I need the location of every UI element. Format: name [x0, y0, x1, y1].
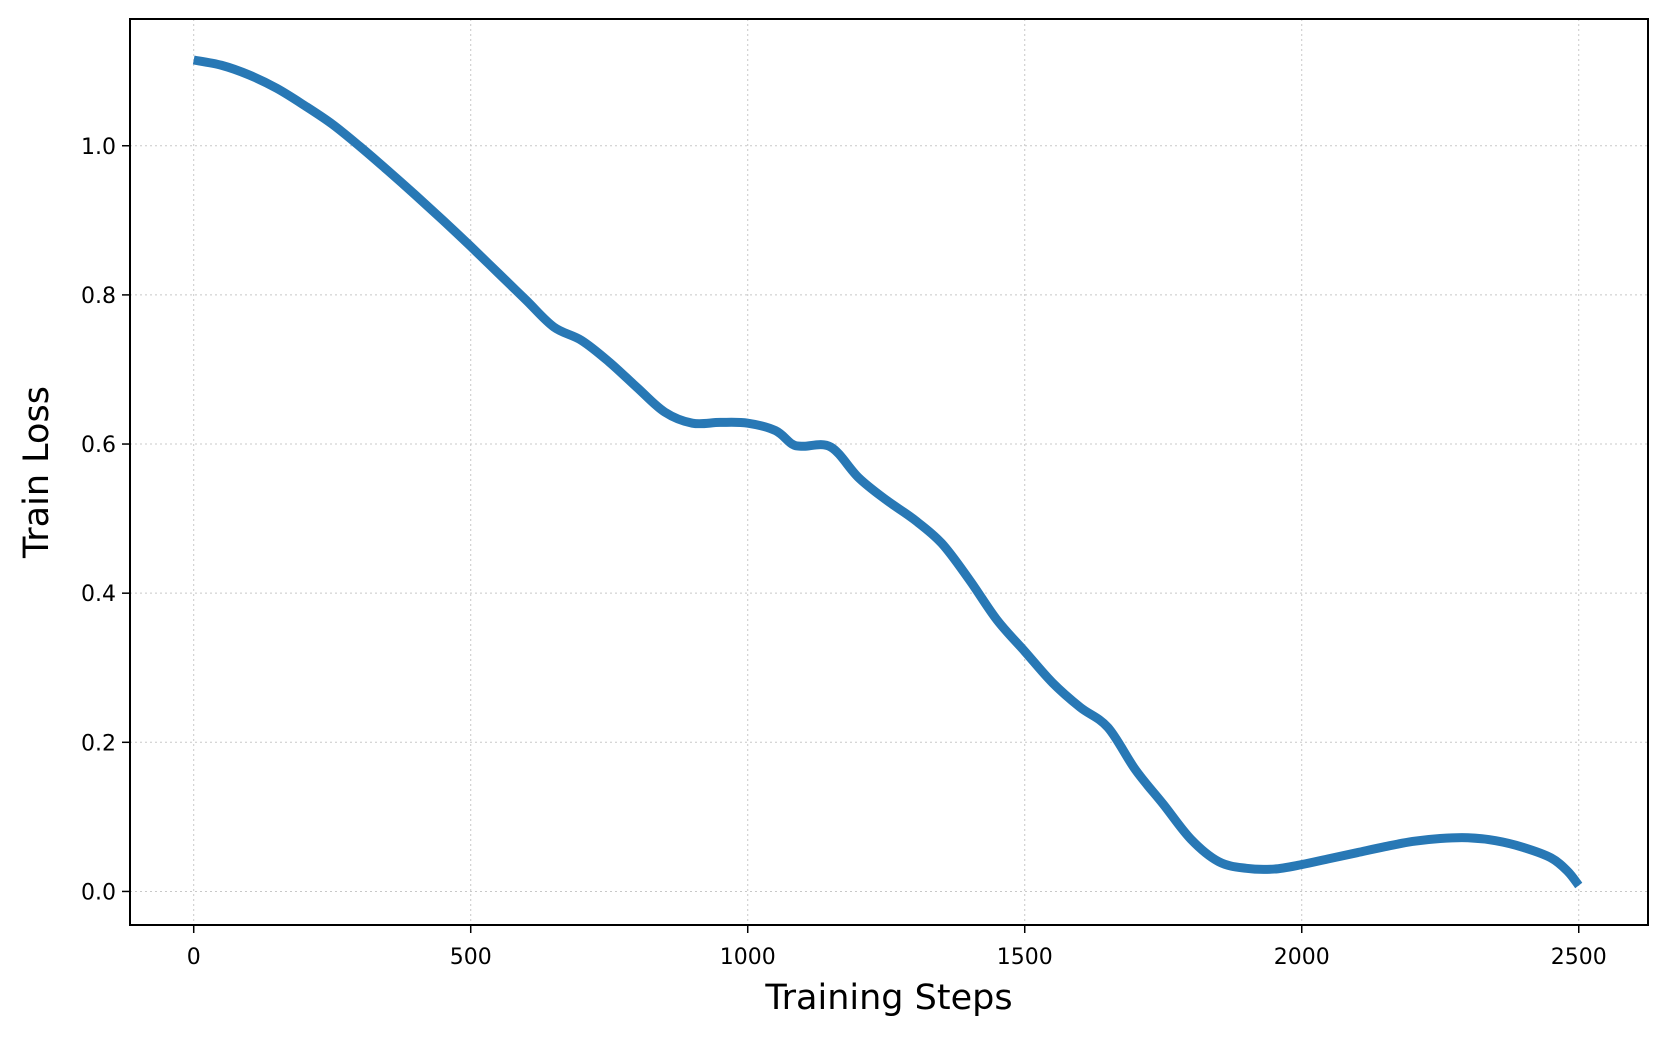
- grid-lines: [130, 19, 1648, 925]
- series-layer: [192, 55, 1583, 889]
- y-tick-label: 0.0: [81, 880, 116, 905]
- x-tick-label: 500: [450, 945, 492, 970]
- y-tick-label: 0.4: [81, 582, 116, 607]
- y-tick-label: 0.8: [81, 284, 116, 309]
- plot-frame: [129, 18, 1649, 926]
- y-axis-label: Train Loss: [17, 386, 57, 559]
- train-loss-line: [192, 55, 1583, 889]
- axis-ticks: 0 500 1000 1500 2000 2500 0.0 0.2 0.4 0.6 0.8 1.0: [81, 135, 1607, 970]
- y-tick-label: 0.6: [81, 433, 116, 458]
- x-tick-label: 1500: [997, 945, 1053, 970]
- x-tick-label: 0: [187, 945, 201, 970]
- x-tick-label: 1000: [720, 945, 776, 970]
- y-tick-label: 0.2: [81, 731, 116, 756]
- x-tick-label: 2000: [1274, 945, 1330, 970]
- y-tick-label: 1.0: [81, 135, 116, 160]
- x-axis-label: Training Steps: [764, 978, 1012, 1018]
- x-tick-label: 2500: [1551, 945, 1607, 970]
